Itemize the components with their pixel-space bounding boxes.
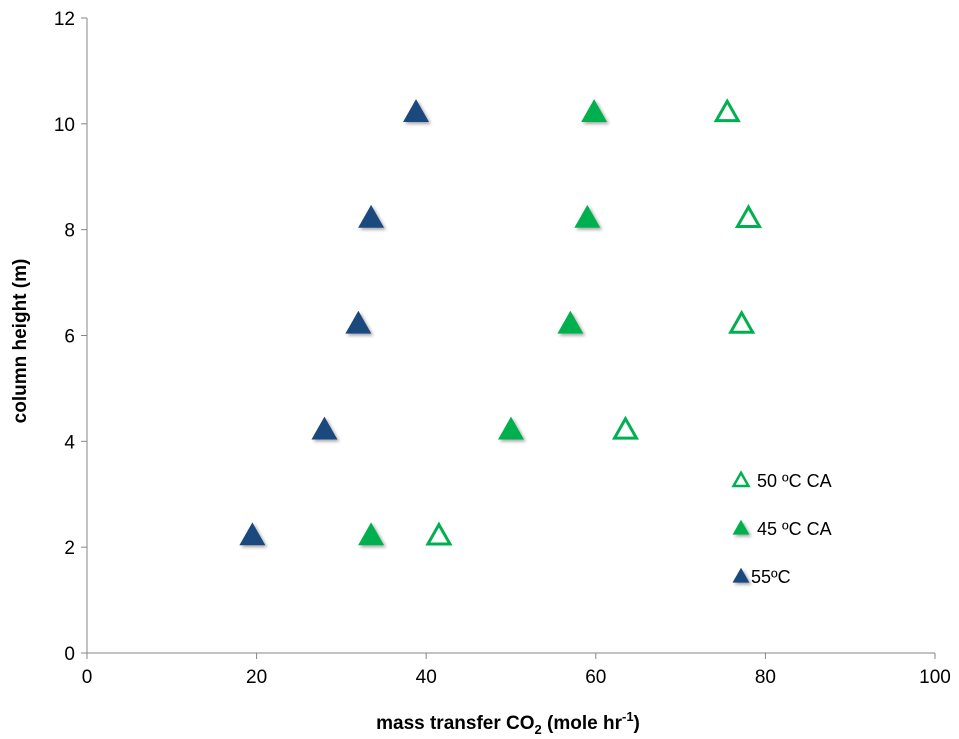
data-point-series-3: [311, 416, 338, 440]
data-points: [239, 98, 763, 546]
legend-label-2: 45 ºC CA: [757, 519, 832, 539]
y-tick-label: 12: [54, 9, 75, 30]
data-point-series-2: [557, 310, 584, 334]
legend-label-3: 55ºC: [751, 567, 791, 587]
x-axis-ticks: 0 20 40 60 80 100: [82, 653, 951, 688]
x-axis-title: mass transfer CO2 (mole hr-1): [376, 709, 640, 737]
data-point-series-1: [611, 415, 640, 440]
x-tick-label: 60: [585, 667, 606, 688]
x-tick-label: 0: [82, 667, 93, 688]
x-tick-label: 20: [246, 667, 267, 688]
data-point-series-2: [498, 416, 524, 440]
y-tick-label: 0: [64, 644, 75, 665]
legend-marker-1: [731, 470, 751, 488]
x-axis-title-subscript: 2: [535, 722, 542, 737]
data-point-series-1: [425, 521, 453, 546]
data-point-series-2: [358, 522, 385, 546]
legend: 50 ºC CA 45 ºC CA 55ºC: [731, 470, 832, 587]
data-point-series-1: [734, 204, 763, 228]
y-tick-label: 10: [54, 115, 75, 136]
data-point-series-3: [403, 99, 430, 122]
x-axis-title-part-1: mass transfer CO: [376, 713, 534, 734]
data-point-series-1: [728, 309, 756, 334]
y-axis-ticks: 0 2 4 6 8 10 12: [54, 9, 87, 665]
legend-marker-3: [732, 567, 750, 583]
data-point-series-2: [581, 99, 608, 122]
y-tick-label: 2: [64, 538, 75, 559]
data-point-series-2: [574, 204, 601, 228]
y-axis-title: column height (m): [10, 259, 31, 424]
legend-label-1: 50 ºC CA: [757, 471, 832, 491]
data-point-series-3: [358, 204, 385, 228]
data-point-series-3: [239, 522, 266, 546]
legend-marker-2: [732, 519, 750, 535]
x-tick-label: 80: [755, 667, 776, 688]
data-point-series-3: [345, 310, 372, 334]
x-axis-title-part-2: (mole hr: [542, 713, 623, 734]
y-tick-label: 6: [64, 327, 75, 348]
y-tick-label: 8: [64, 221, 75, 242]
x-tick-label: 100: [919, 667, 951, 688]
x-axis-title-superscript: -1: [622, 709, 634, 724]
y-tick-label: 4: [64, 432, 75, 453]
x-axis-title-part-3: ): [634, 713, 640, 734]
x-tick-label: 40: [416, 667, 437, 688]
data-point-series-1: [713, 98, 741, 123]
